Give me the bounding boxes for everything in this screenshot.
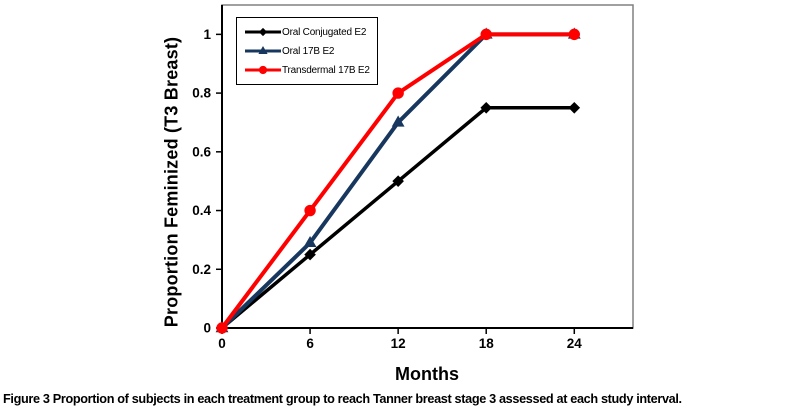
figure-caption-label: Figure 3 [3, 392, 50, 406]
y-tick-label: 0.2 [192, 262, 211, 277]
x-tick-label: 18 [479, 336, 495, 351]
x-axis-title: Months [395, 364, 459, 384]
circle-marker-icon [245, 65, 281, 75]
series-oral-conjugated-e2 [216, 101, 581, 334]
diamond-marker-icon [245, 27, 281, 37]
legend-label: Oral 17B E2 [282, 45, 335, 57]
y-tick-label: 0.6 [192, 144, 211, 159]
y-axis-title: Proportion Feminized (T3 Breast) [161, 36, 182, 328]
y-tick-label: 1 [203, 27, 211, 42]
figure-caption-text: Proportion of subjects in each treatment… [52, 392, 682, 406]
x-tick-label: 0 [218, 336, 226, 351]
y-tick-label: 0.8 [192, 86, 211, 101]
chart-legend: Oral Conjugated E2 Oral 17B E2 Transdermal… [236, 17, 378, 85]
legend-item: Oral Conjugated E2 [245, 24, 375, 40]
legend-label: Transdermal 17B E2 [282, 64, 370, 76]
legend-item: Oral 17B E2 [245, 43, 375, 59]
legend-item: Transdermal 17B E2 [245, 62, 375, 78]
y-tick-label: 0 [203, 321, 211, 336]
x-tick-label: 6 [306, 336, 314, 351]
y-tick-label: 0.4 [192, 203, 211, 218]
triangle-marker-icon [245, 46, 281, 55]
series-transdermal-17b-e2 [216, 28, 580, 334]
x-tick-label: 24 [567, 336, 583, 351]
figure-caption: Figure 3 Proportion of subjects in each … [3, 392, 795, 406]
x-tick-label: 12 [391, 336, 406, 351]
legend-label: Oral Conjugated E2 [282, 26, 367, 38]
